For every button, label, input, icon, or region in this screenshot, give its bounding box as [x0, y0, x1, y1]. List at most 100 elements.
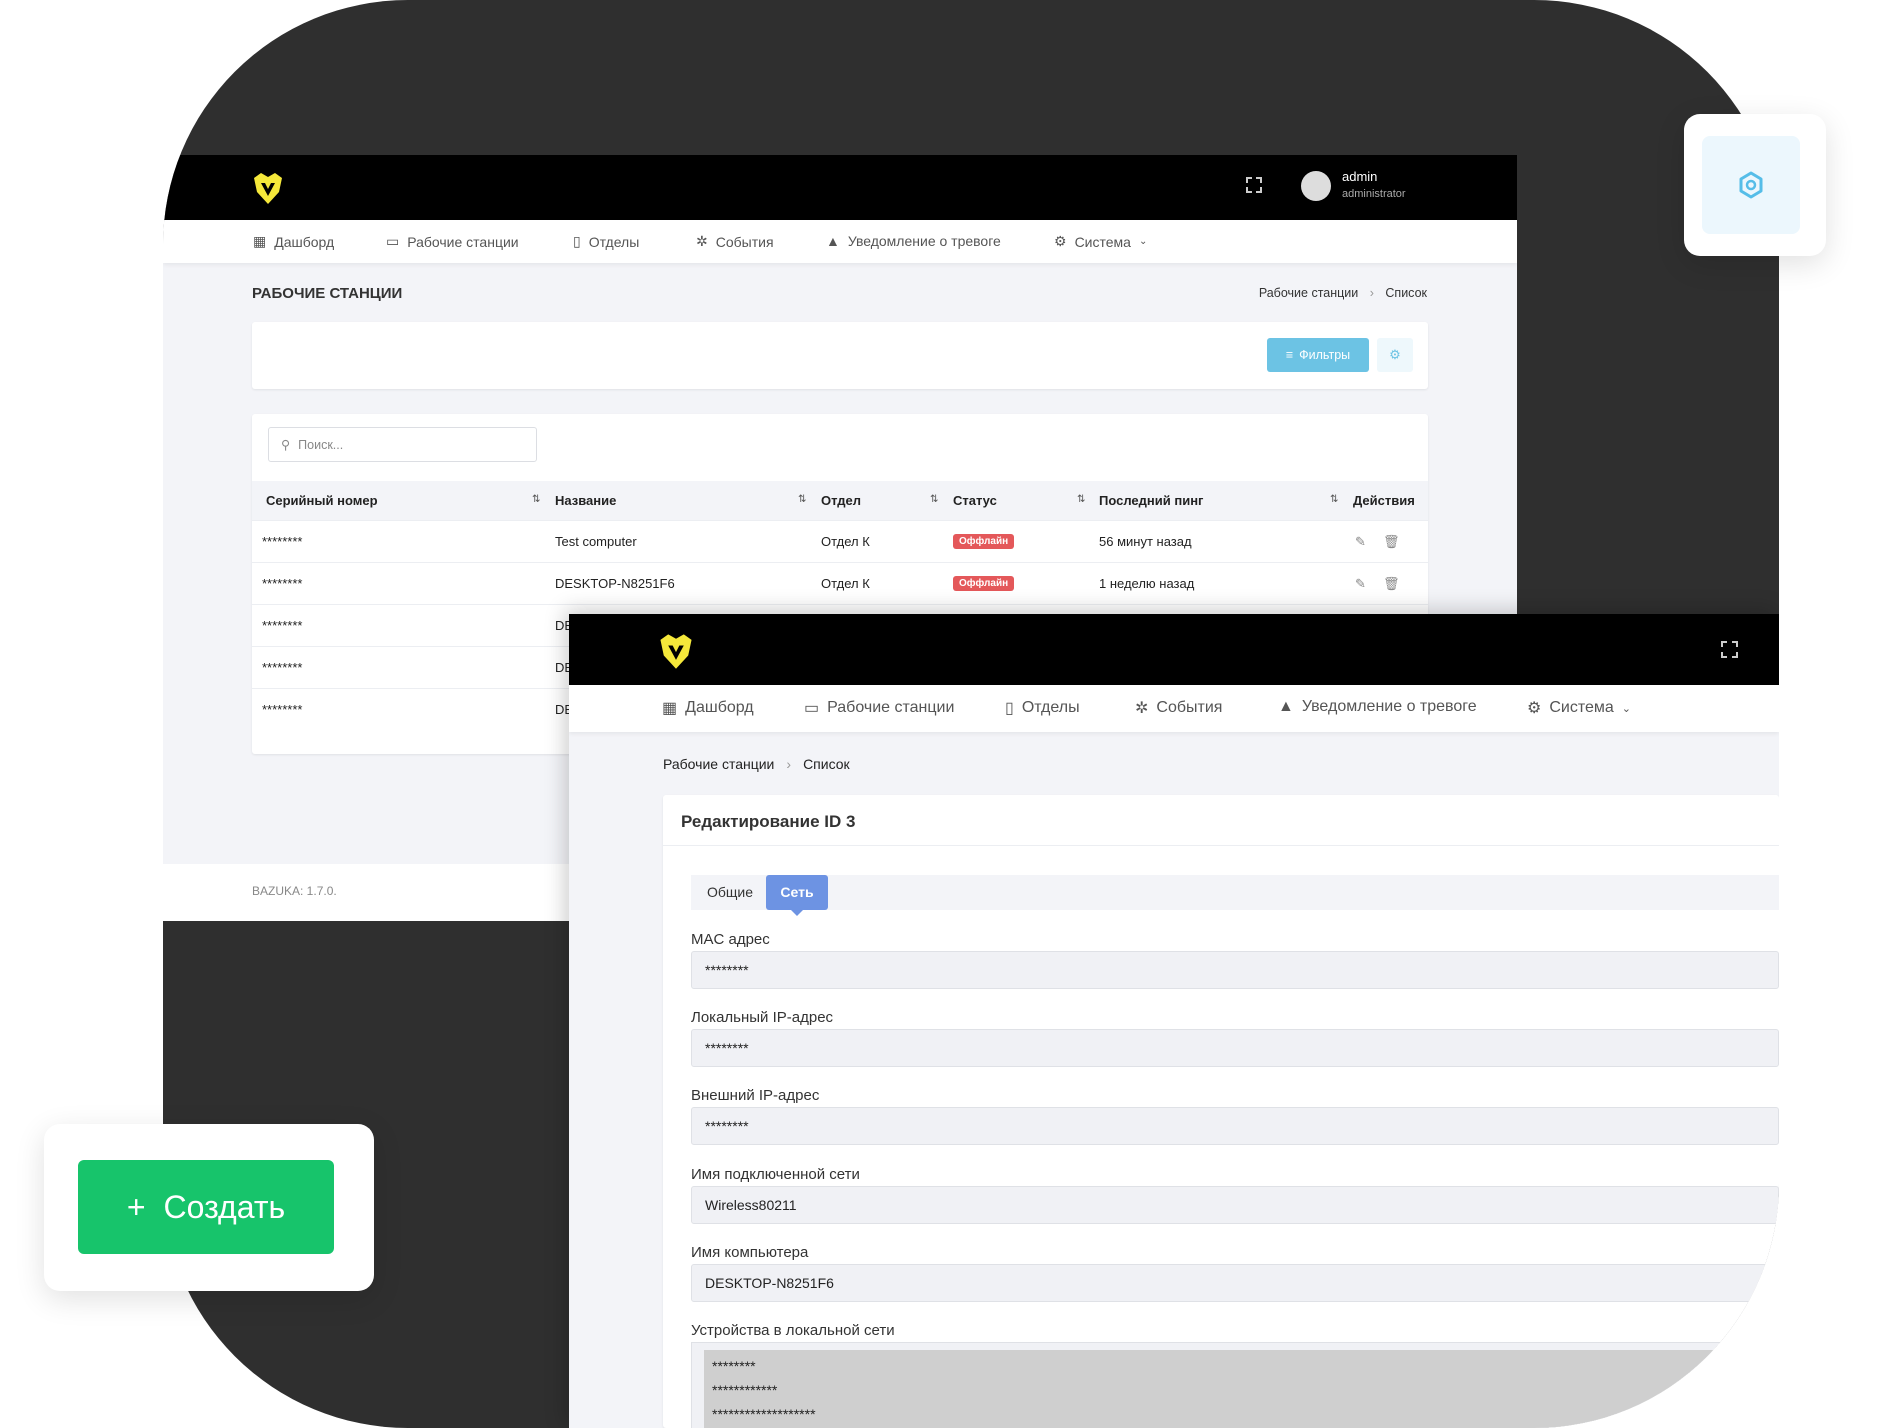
logo-icon — [660, 634, 692, 669]
nav-alarm[interactable]: ▲ Уведомление о тревоге — [1278, 698, 1477, 715]
device-entry: ******** — [712, 1358, 756, 1374]
devices-label: Устройства в локальной сети — [691, 1322, 895, 1339]
col-ping[interactable]: Последний пинг — [1099, 493, 1204, 508]
page-title: РАБОЧИЕ СТАНЦИИ — [252, 285, 403, 302]
user-name: admin — [1342, 169, 1378, 184]
mac-field[interactable]: ******** — [691, 951, 1779, 989]
user-role: administrator — [1342, 188, 1406, 200]
monitor-icon: ▭ — [804, 700, 820, 717]
devices-textarea[interactable]: ******** ************ ******************… — [691, 1342, 1779, 1428]
filter-icon: ≡ — [1285, 348, 1294, 362]
edit-icon[interactable]: ✎ — [1355, 534, 1366, 549]
gear-icon — [1739, 171, 1763, 199]
gear-icon: ⚙ — [1527, 700, 1542, 717]
sort-icon[interactable]: ⇅ — [930, 494, 939, 505]
col-status[interactable]: Статус — [953, 493, 997, 508]
dark-backdrop: admin administrator ▦ Дашборд ▭ Рабочие ст… — [163, 0, 1779, 1428]
computer-name-label: Имя компьютера — [691, 1244, 809, 1261]
nav-events[interactable]: ✲ События — [696, 233, 774, 250]
version-text: BAZUKA: 1.7.0. — [252, 884, 337, 898]
create-button[interactable]: + Создать — [78, 1160, 334, 1254]
network-name-label: Имя подключенной сети — [691, 1166, 860, 1183]
dashboard-icon: ▦ — [253, 233, 267, 249]
chevron-down-icon: ⌄ — [1138, 236, 1148, 247]
fullscreen-icon[interactable] — [1246, 177, 1262, 193]
nav-events[interactable]: ✲ События — [1135, 699, 1223, 717]
sort-icon[interactable]: ⇅ — [532, 494, 541, 505]
trash-icon[interactable]: 🗑 — [1383, 534, 1400, 549]
filters-button[interactable]: ≡ Фильтры — [1267, 338, 1369, 372]
dashboard-icon: ▦ — [662, 700, 678, 717]
tab-pointer — [791, 910, 803, 922]
external-ip-label: Внешний IP-адрес — [691, 1087, 820, 1104]
nav-bar: ▦ Дашборд ▭ Рабочие станции ▯ Отделы ✲ Событ… — [163, 220, 1517, 263]
logo-icon — [254, 173, 282, 204]
breadcrumb: Рабочие станции › Список — [663, 756, 850, 772]
sort-icon[interactable]: ⇅ — [1330, 494, 1339, 505]
computer-name-field[interactable]: DESKTOP-N8251F6 — [691, 1264, 1779, 1302]
col-actions: Действия — [1353, 493, 1415, 508]
mac-label: MAC адрес — [691, 931, 770, 948]
settings-card — [1684, 114, 1826, 256]
gear-icon: ⚙ — [1054, 233, 1067, 249]
settings-button[interactable]: ⚙ — [1377, 338, 1413, 372]
plus-icon: + — [126, 1188, 146, 1225]
nav-departments[interactable]: ▯ Отделы — [1005, 699, 1080, 717]
building-icon: ▯ — [573, 233, 581, 249]
header — [569, 614, 1779, 685]
table-row[interactable]: ******** DE — [252, 604, 1428, 646]
nav-workstations[interactable]: ▭ Рабочие станции — [804, 699, 955, 717]
nav-alarm[interactable]: ▲ Уведомление о тревоге — [826, 233, 1001, 249]
col-serial[interactable]: Серийный номер — [266, 493, 378, 508]
bug-icon: ✲ — [1135, 700, 1149, 717]
tab-general[interactable]: Общие — [707, 884, 754, 900]
header: admin administrator — [163, 155, 1517, 220]
network-name-field[interactable]: Wireless80211 — [691, 1186, 1779, 1224]
status-badge: Оффлайн — [953, 576, 1015, 591]
breadcrumb: Рабочие станции › Список — [1258, 286, 1427, 300]
back-window: admin administrator ▦ Дашборд ▭ Рабочие ст… — [163, 155, 1517, 921]
monitor-icon: ▭ — [386, 233, 400, 249]
chevron-down-icon: ⌄ — [1621, 702, 1631, 715]
local-ip-field[interactable]: ******** — [691, 1029, 1779, 1067]
search-input[interactable]: ⚲ Поиск... — [268, 427, 537, 462]
edit-card: Редактирование ID 3 Общие Сеть MAC адрес… — [663, 795, 1779, 1428]
sort-icon[interactable]: ⇅ — [798, 494, 807, 505]
nav-workstations[interactable]: ▭ Рабочие станции — [386, 233, 519, 250]
fullscreen-icon[interactable] — [1721, 641, 1738, 658]
table-header: Серийный номер ⇅ Название ⇅ Отдел ⇅ Статус ⇅… — [252, 481, 1428, 520]
nav-system[interactable]: ⚙ Система ⌄ — [1527, 699, 1631, 717]
create-card: + Создать — [44, 1124, 374, 1291]
device-entry: ************ — [712, 1382, 778, 1398]
nav-dashboard[interactable]: ▦ Дашборд — [253, 233, 335, 250]
local-ip-label: Локальный IP-адрес — [691, 1009, 834, 1026]
col-dept[interactable]: Отдел — [821, 493, 862, 508]
external-ip-field[interactable]: ******** — [691, 1107, 1779, 1145]
tab-bar: Общие Сеть — [691, 875, 1779, 916]
nav-system[interactable]: ⚙ Система ⌄ — [1054, 233, 1148, 250]
trash-icon[interactable]: 🗑 — [1383, 576, 1400, 591]
nav-bar: ▦ Дашборд ▭ Рабочие станции ▯ Отделы ✲ Событ… — [569, 685, 1779, 732]
status-badge: Оффлайн — [953, 534, 1015, 549]
warning-icon: ▲ — [826, 233, 840, 249]
sort-icon[interactable]: ⇅ — [1077, 494, 1086, 505]
edit-title: Редактирование ID 3 — [681, 812, 856, 831]
nav-departments[interactable]: ▯ Отделы — [573, 233, 640, 250]
settings-tile[interactable] — [1702, 136, 1800, 234]
front-window: ▦ Дашборд ▭ Рабочие станции ▯ Отделы ✲ Событ… — [569, 614, 1779, 1428]
table-row[interactable]: ******** Test computer Отдел К Оффлайн 56 ми… — [252, 520, 1428, 562]
bug-icon: ✲ — [696, 233, 708, 249]
filter-card: ≡ Фильтры ⚙ — [252, 322, 1428, 389]
tab-network[interactable]: Сеть — [766, 875, 828, 910]
table-row[interactable]: ******** DESKTOP-N8251F6 Отдел К Оффлайн 1 н… — [252, 562, 1428, 604]
edit-icon[interactable]: ✎ — [1355, 576, 1366, 591]
nav-dashboard[interactable]: ▦ Дашборд — [662, 699, 754, 717]
avatar[interactable] — [1301, 171, 1331, 201]
search-icon: ⚲ — [281, 438, 291, 452]
warning-icon: ▲ — [1278, 698, 1294, 715]
device-entry: ******************* — [712, 1406, 816, 1422]
col-name[interactable]: Название — [555, 493, 617, 508]
building-icon: ▯ — [1005, 700, 1014, 717]
divider — [663, 845, 1779, 846]
